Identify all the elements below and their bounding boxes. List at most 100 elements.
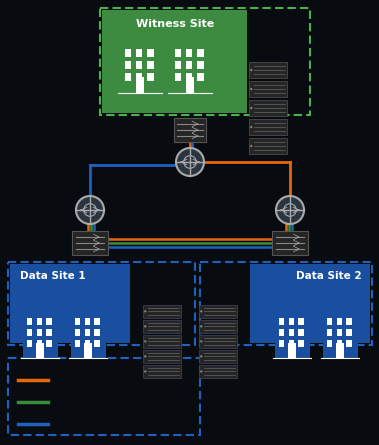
Bar xyxy=(197,73,204,81)
Bar xyxy=(186,49,193,57)
Circle shape xyxy=(276,196,304,224)
Bar xyxy=(84,343,92,357)
Bar xyxy=(199,335,237,348)
Bar xyxy=(337,328,342,336)
Bar xyxy=(170,46,210,93)
Bar xyxy=(136,77,144,93)
Bar xyxy=(199,305,237,318)
Bar xyxy=(46,340,52,347)
Bar xyxy=(136,61,143,69)
Bar xyxy=(249,119,287,135)
Bar xyxy=(346,340,352,347)
Circle shape xyxy=(176,148,204,176)
Bar xyxy=(125,49,131,57)
Circle shape xyxy=(200,325,202,328)
Bar xyxy=(75,340,80,347)
Bar xyxy=(8,358,200,435)
Bar xyxy=(279,328,284,336)
Bar xyxy=(327,328,332,336)
Bar xyxy=(298,317,304,324)
Bar xyxy=(288,328,294,336)
Text: Data Site 2: Data Site 2 xyxy=(296,271,362,281)
Circle shape xyxy=(200,355,202,357)
Bar xyxy=(85,328,90,336)
Bar xyxy=(8,262,195,345)
Bar xyxy=(186,61,193,69)
Circle shape xyxy=(144,340,146,343)
Bar xyxy=(272,231,308,255)
Bar xyxy=(200,262,372,345)
Bar xyxy=(125,61,131,69)
Bar xyxy=(346,317,352,324)
Bar xyxy=(94,340,100,347)
Bar xyxy=(298,340,304,347)
Bar xyxy=(85,317,90,324)
Bar xyxy=(337,317,342,324)
Bar xyxy=(249,100,287,116)
Bar xyxy=(327,340,332,347)
Bar xyxy=(147,73,153,81)
Bar xyxy=(136,73,143,81)
Bar xyxy=(336,343,344,357)
Bar xyxy=(288,340,294,347)
Circle shape xyxy=(144,325,146,328)
Text: Witness Site: Witness Site xyxy=(136,19,214,29)
Bar xyxy=(36,317,42,324)
Circle shape xyxy=(144,370,146,372)
Bar xyxy=(288,343,296,357)
Circle shape xyxy=(250,126,252,128)
Bar xyxy=(94,328,100,336)
Bar xyxy=(27,340,32,347)
Bar xyxy=(175,49,181,57)
Bar xyxy=(250,264,370,343)
Circle shape xyxy=(250,107,252,109)
Bar xyxy=(186,73,193,81)
Bar xyxy=(136,49,143,57)
Circle shape xyxy=(200,370,202,372)
Circle shape xyxy=(144,310,146,312)
Bar xyxy=(199,350,237,363)
Bar xyxy=(36,328,42,336)
Bar xyxy=(27,317,32,324)
Circle shape xyxy=(250,88,252,90)
Bar xyxy=(346,328,352,336)
Bar xyxy=(337,340,342,347)
Bar xyxy=(75,328,80,336)
Bar xyxy=(174,118,206,142)
Bar xyxy=(147,61,153,69)
Bar xyxy=(85,340,90,347)
Bar xyxy=(125,73,131,81)
Bar xyxy=(197,49,204,57)
Circle shape xyxy=(76,196,104,224)
Bar xyxy=(249,62,287,78)
Text: Data Site 1: Data Site 1 xyxy=(20,271,86,281)
Bar xyxy=(274,315,310,357)
Bar xyxy=(102,10,247,113)
Bar xyxy=(143,320,181,333)
Bar xyxy=(22,315,58,357)
Bar xyxy=(120,46,160,93)
Bar xyxy=(249,138,287,154)
Bar xyxy=(249,81,287,97)
Bar xyxy=(175,73,181,81)
Circle shape xyxy=(250,69,252,71)
Bar xyxy=(100,8,310,115)
Bar xyxy=(323,315,357,357)
Bar xyxy=(298,328,304,336)
Bar xyxy=(94,317,100,324)
Bar xyxy=(10,264,130,343)
Bar xyxy=(186,77,194,93)
Bar xyxy=(75,317,80,324)
Circle shape xyxy=(200,310,202,312)
Circle shape xyxy=(144,355,146,357)
Bar xyxy=(175,61,181,69)
Bar xyxy=(199,365,237,378)
Bar xyxy=(36,343,44,357)
Bar xyxy=(199,320,237,333)
Bar xyxy=(143,335,181,348)
Bar xyxy=(147,49,153,57)
Bar xyxy=(143,350,181,363)
Bar xyxy=(70,315,105,357)
Circle shape xyxy=(200,340,202,343)
Bar xyxy=(143,365,181,378)
